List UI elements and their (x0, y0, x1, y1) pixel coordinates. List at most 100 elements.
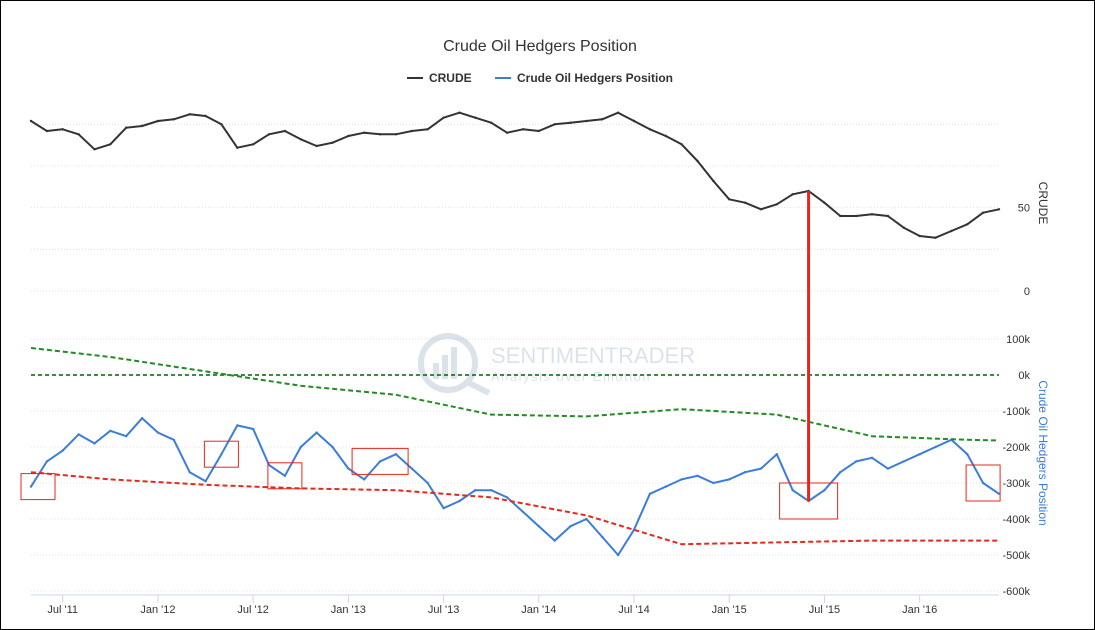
series-point-0 (759, 208, 763, 211)
x-tick-label: Jul '12 (237, 604, 268, 616)
series-point-0 (696, 159, 699, 163)
series-point-1 (109, 429, 112, 432)
series-point-0 (140, 124, 144, 128)
legend-swatch-crude (406, 77, 423, 79)
y-tick-top: 0 (1024, 286, 1030, 298)
x-tick-label: Jan '13 (331, 604, 366, 616)
series-point-0 (839, 214, 842, 218)
series-point-0 (378, 133, 382, 136)
series-point-0 (648, 128, 652, 131)
series-point-1 (45, 460, 49, 463)
watermark: SENTIMENTRADER Analysis over Emotion (418, 333, 695, 396)
watermark-tagline: Analysis over Emotion (491, 369, 651, 384)
series-point-1 (172, 438, 175, 441)
y-tick-bottom: -600k (1002, 586, 1030, 598)
series-point-0 (299, 138, 302, 141)
series-point-0 (172, 118, 175, 121)
series-point-1 (505, 496, 509, 499)
legend-swatch-hedgers (494, 77, 511, 79)
series-point-0 (347, 134, 350, 138)
y-tick-bottom: -400k (1002, 514, 1030, 526)
series-point-1 (791, 489, 794, 492)
series-point-0 (553, 123, 556, 126)
series-point-1 (61, 449, 64, 452)
series-point-1 (728, 478, 731, 481)
x-tick-label: Jan '15 (712, 604, 747, 616)
series-point-0 (315, 144, 318, 148)
series-point-0 (267, 133, 271, 136)
highlight-box (267, 462, 303, 490)
series-point-1 (934, 445, 937, 449)
series-point-1 (347, 467, 350, 470)
axis-layer: 50 0 100k 0k -100k -200k -300k -400k -500k -600k J… (31, 182, 1050, 616)
legend-item-crude[interactable]: CRUDE (406, 71, 472, 85)
series-point-0 (521, 128, 525, 131)
series-point-0 (775, 203, 778, 206)
series-point-1 (458, 499, 461, 503)
series-point-1 (236, 424, 239, 427)
series-point-0 (505, 131, 509, 134)
series-point-1 (823, 489, 826, 492)
legend-item-hedgers[interactable]: Crude Oil Hedgers Position (494, 71, 674, 85)
series-point-0 (585, 119, 588, 123)
series-point-1 (696, 474, 699, 477)
series-point-0 (156, 119, 160, 123)
series-point-0 (601, 118, 604, 121)
series-point-1 (712, 481, 715, 485)
series-point-0 (664, 134, 667, 138)
y-tick-bottom: -200k (1002, 442, 1030, 454)
series-point-0 (29, 119, 33, 123)
legend-label-crude: CRUDE (428, 71, 472, 85)
series-point-0 (426, 128, 429, 131)
series-point-0 (458, 111, 461, 114)
series-point-1 (616, 553, 620, 557)
y-axis-title-hedgers: Crude Oil Hedgers Position (1036, 380, 1050, 525)
series-point-1 (585, 517, 588, 521)
series-point-1 (363, 478, 366, 481)
series-point-1 (156, 431, 160, 434)
series-point-1 (188, 471, 191, 474)
series-point-0 (632, 119, 636, 123)
y-tick-bottom: -500k (1002, 550, 1030, 562)
x-tick-label: Jan '16 (902, 604, 937, 616)
series-point-0 (743, 201, 747, 204)
legend-label-hedgers: Crude Oil Hedgers Position (516, 71, 674, 85)
series-point-0 (997, 208, 1001, 211)
series-point-0 (934, 236, 937, 239)
series-point-1 (966, 453, 969, 456)
series-point-0 (823, 201, 826, 204)
series-point-1 (125, 435, 128, 438)
series-point-1 (29, 485, 33, 488)
series-point-0 (490, 121, 493, 124)
series-point-1 (378, 460, 382, 463)
x-tick-label: Jul '11 (47, 604, 78, 616)
y-tick-bottom: 0k (1018, 370, 1030, 382)
series-point-1 (886, 467, 890, 470)
x-tick-label: Jul '13 (428, 604, 459, 616)
y-tick-bottom: -100k (1002, 406, 1030, 418)
series-point-0 (45, 129, 49, 133)
watermark-bar-icon (433, 363, 439, 379)
series-point-1 (426, 481, 429, 485)
series-point-1 (601, 535, 604, 539)
series-point-0 (537, 129, 540, 133)
series-point-1 (569, 525, 572, 528)
series-point-0 (902, 226, 905, 229)
series-line-2 (30, 347, 1000, 442)
series-point-1 (394, 453, 398, 456)
series-point-0 (791, 193, 794, 196)
series-point-1 (521, 510, 525, 513)
series-point-1 (664, 485, 667, 488)
series-point-1 (93, 442, 96, 445)
series-point-0 (283, 129, 287, 133)
x-tick-label: Jan '14 (521, 604, 556, 616)
y-tick-top: 50 (1018, 203, 1030, 215)
series-point-1 (648, 492, 652, 495)
highlight-box (965, 464, 1001, 502)
series-point-0 (331, 141, 334, 144)
y-tick-bottom: -300k (1002, 478, 1030, 490)
series-point-1 (918, 453, 921, 456)
series-point-1 (981, 481, 985, 485)
series-point-1 (775, 453, 778, 456)
